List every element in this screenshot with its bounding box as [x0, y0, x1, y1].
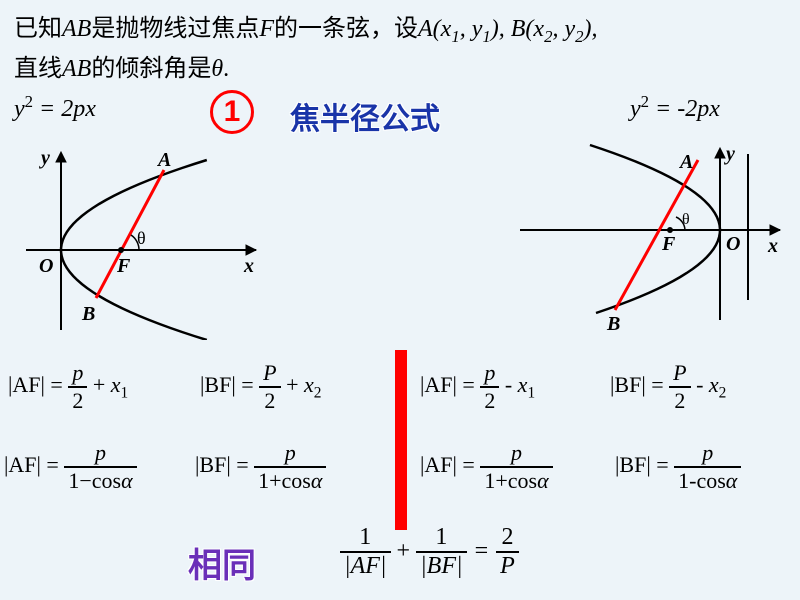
var-AB: AB	[62, 16, 91, 42]
txt: 已知	[14, 16, 62, 42]
svg-text:y: y	[39, 147, 50, 169]
formula-row1-3: |AF| = p2 - x1	[420, 360, 535, 414]
svg-text:B: B	[81, 303, 95, 325]
txt: 的一条弦，设	[274, 16, 418, 42]
right-parabola-graph: O F A Bx y θ	[510, 140, 790, 330]
formula-row2-1: |AF| = p1−cosα	[4, 440, 137, 494]
svg-text:θ: θ	[137, 228, 146, 248]
svg-text:x: x	[767, 235, 778, 257]
left-parabola-graph: O F A Bx y θ	[6, 140, 266, 340]
txt: 是抛物线过焦点	[91, 16, 259, 42]
formula-title: 焦半径公式	[290, 94, 440, 138]
equation-right: y2 = -2px	[630, 92, 720, 123]
svg-text:B: B	[606, 313, 620, 330]
section-badge: 1	[210, 90, 254, 134]
formula-row2-4: |BF| = p1-cosα	[615, 440, 741, 494]
formula-row2-2: |BF| = p1+cosα	[195, 440, 326, 494]
svg-text:A: A	[156, 149, 171, 171]
formula-row1-4: |BF| = P2 - x2	[610, 360, 726, 414]
svg-text:F: F	[661, 233, 676, 255]
bottom-equation: 1|AF|+1|BF|=2P	[340, 524, 519, 580]
svg-text:x: x	[243, 255, 254, 277]
problem-line-1: 已知AB是抛物线过焦点F的一条弦，设A(x1, y1), B(x2, y2),	[14, 8, 598, 47]
svg-text:F: F	[116, 255, 131, 277]
formula-row1-1: |AF| = p2 + x1	[8, 360, 128, 414]
svg-text:A: A	[678, 151, 693, 173]
svg-text:y: y	[724, 143, 735, 165]
var-F: F	[259, 16, 274, 42]
formula-row1-2: |BF| = P2 + x2	[200, 360, 321, 414]
problem-line-2: 直线AB的倾斜角是θ.	[14, 48, 229, 83]
svg-text:O: O	[726, 233, 740, 255]
badge-number: 1	[210, 90, 254, 134]
equation-left: y2 = 2px	[14, 92, 96, 123]
formula-row2-3: |AF| = p1+cosα	[420, 440, 553, 494]
pt-A: A(	[418, 16, 441, 42]
svg-text:O: O	[39, 255, 53, 277]
center-divider	[395, 350, 407, 530]
svg-text:θ: θ	[682, 211, 690, 228]
same-label: 相同	[188, 538, 256, 587]
